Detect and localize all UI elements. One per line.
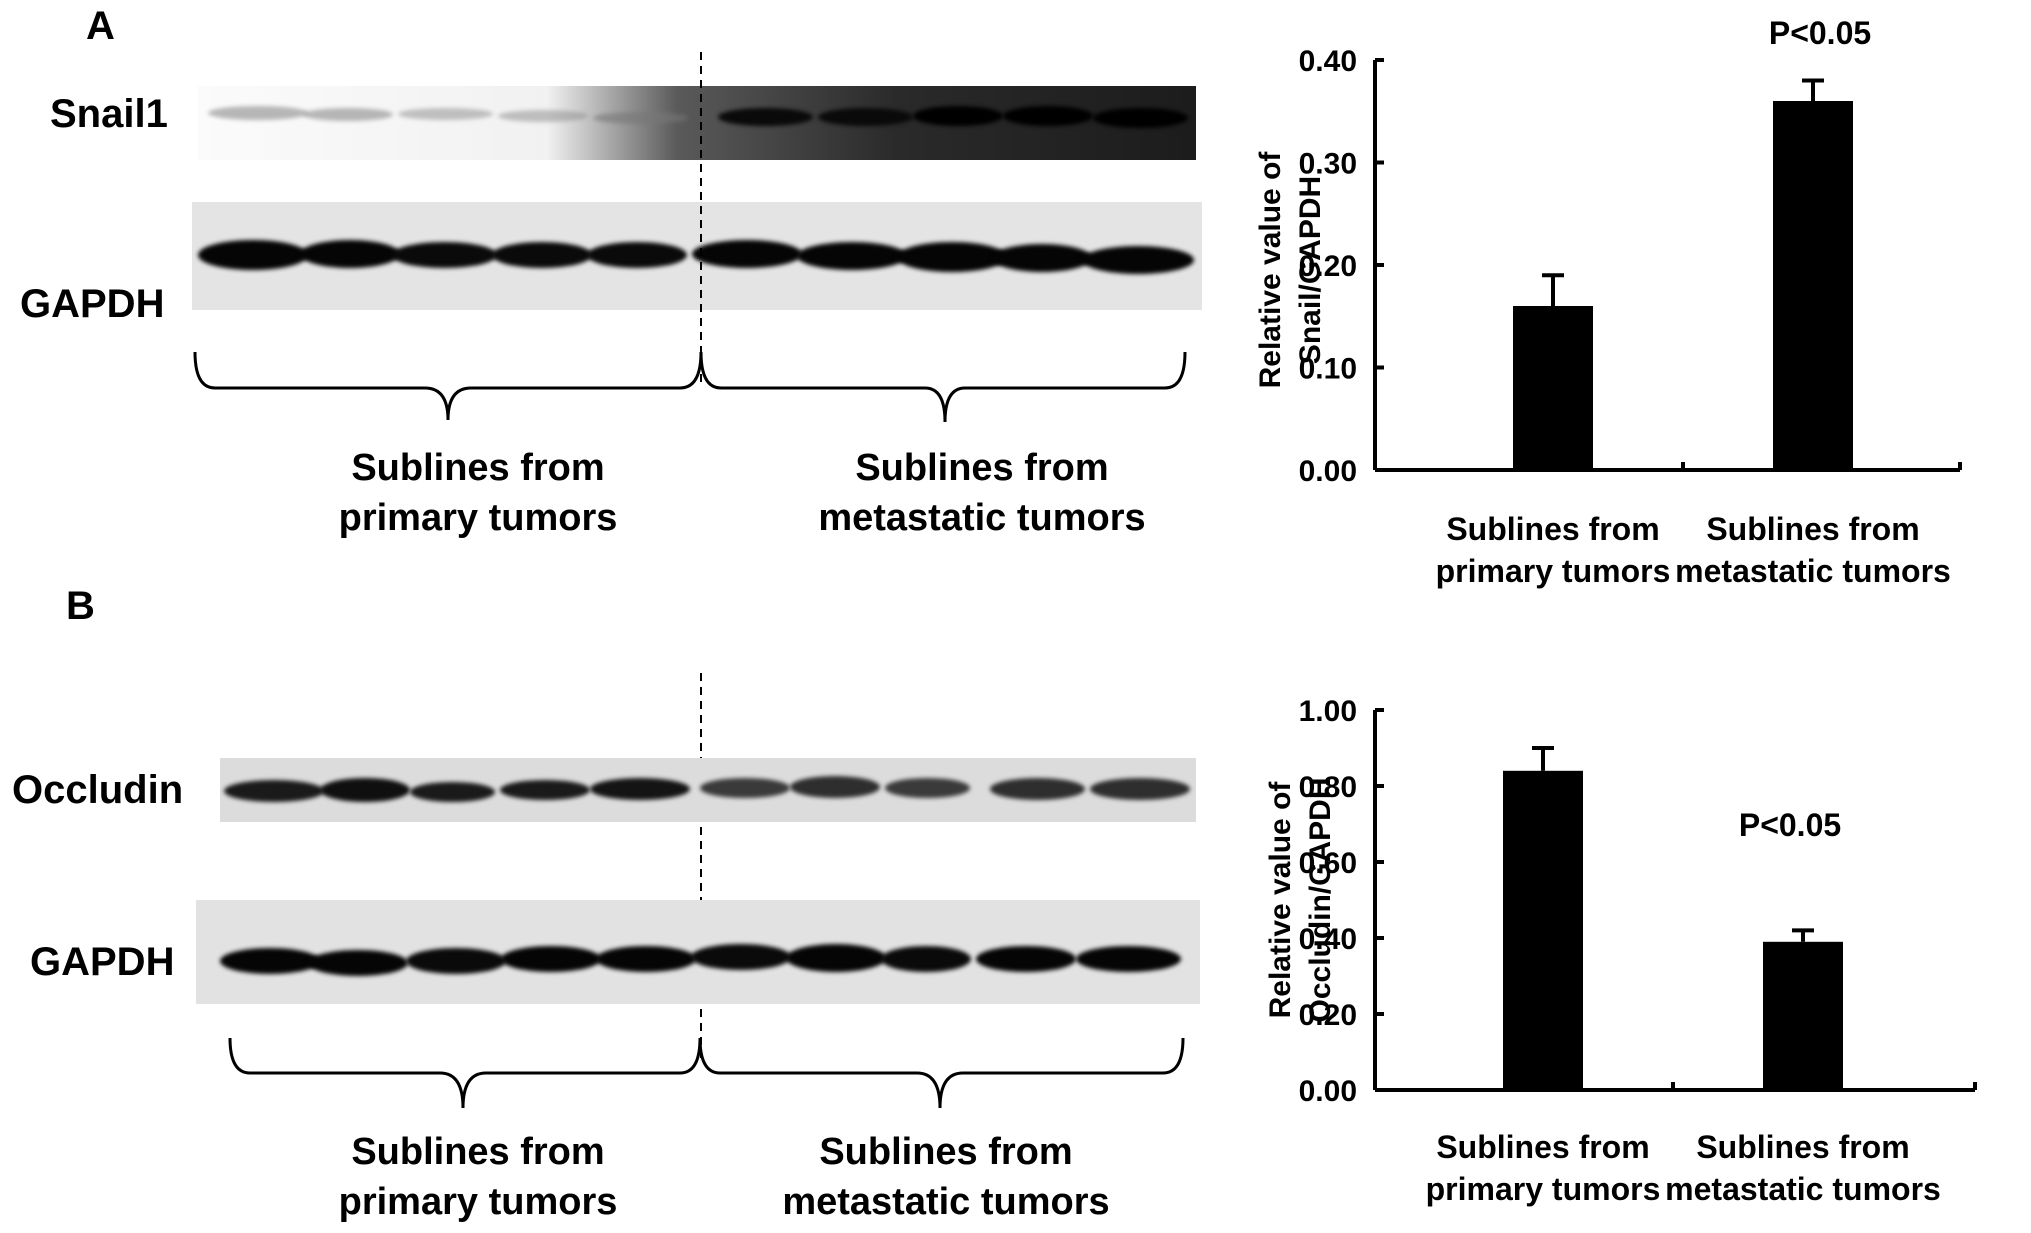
gapdh-band bbox=[881, 946, 971, 972]
gapdh-blot-strip-a bbox=[192, 202, 1202, 310]
gapdh-band bbox=[992, 244, 1092, 272]
x-category-label: Sublines from metastatic tumors bbox=[1675, 511, 1951, 589]
snail1-band bbox=[1093, 108, 1188, 128]
y-axis-label: Relative value of Occludin/GAPDH bbox=[1264, 777, 1337, 1022]
occludin-band bbox=[320, 778, 410, 802]
y-tick-label: 0.80 bbox=[1299, 771, 1357, 804]
gapdh-band bbox=[198, 240, 308, 270]
gapdh-band bbox=[897, 242, 1007, 272]
y-tick-label: 0.20 bbox=[1299, 999, 1357, 1032]
gapdh-band bbox=[596, 946, 696, 972]
gapdh-band bbox=[786, 944, 886, 972]
occludin-band bbox=[590, 778, 690, 800]
group-label-primary-a: Sublines from primary tumors bbox=[338, 447, 618, 539]
y-tick-label: 1.00 bbox=[1299, 695, 1357, 728]
gapdh-blot-strip-b bbox=[196, 900, 1200, 1004]
y-axis-label-group: Relative value of Occludin/GAPDH bbox=[1264, 777, 1337, 1022]
gapdh-band bbox=[797, 242, 907, 270]
bracket-primary-b bbox=[228, 1037, 702, 1109]
gapdh-band bbox=[976, 946, 1076, 972]
x-category-label: Sublines from primary tumors bbox=[1436, 511, 1671, 589]
gapdh-band bbox=[691, 944, 791, 970]
snail1-blot-strip bbox=[198, 86, 1196, 160]
occludin-band bbox=[224, 780, 324, 802]
y-tick-label: 0.40 bbox=[1299, 45, 1357, 78]
snail1-band bbox=[398, 108, 493, 120]
bar bbox=[1503, 770, 1583, 1090]
bar bbox=[1763, 941, 1843, 1090]
panel-letter-a: A bbox=[86, 4, 115, 48]
bracket-primary-a bbox=[193, 351, 703, 421]
y-tick-label: 0.00 bbox=[1299, 1075, 1357, 1108]
gapdh-label-b: GAPDH bbox=[30, 940, 175, 984]
snail1-band bbox=[1003, 106, 1093, 126]
bar bbox=[1773, 101, 1853, 470]
occludin-label: Occludin bbox=[12, 768, 184, 812]
y-tick-label: 0.00 bbox=[1299, 455, 1357, 488]
snail1-band bbox=[593, 112, 688, 124]
occludin-band bbox=[700, 778, 790, 798]
gapdh-band bbox=[220, 948, 320, 974]
bracket-metastatic-b bbox=[698, 1037, 1185, 1109]
gapdh-band bbox=[501, 946, 601, 972]
group-label-metastatic-a: Sublines from metastatic tumors bbox=[818, 447, 1146, 539]
occludin-band bbox=[500, 780, 590, 800]
snail1-band bbox=[718, 108, 813, 126]
snail1-band bbox=[913, 106, 1003, 126]
gapdh-band bbox=[492, 242, 592, 268]
gapdh-band bbox=[1076, 946, 1181, 972]
occludin-band bbox=[990, 778, 1085, 800]
p-value-annotation: P<0.05 bbox=[1739, 807, 1841, 843]
group-label-metastatic-b: Sublines from metastatic tumors bbox=[782, 1131, 1110, 1223]
x-category-label: Sublines from metastatic tumors bbox=[1665, 1129, 1941, 1207]
gapdh-band bbox=[1082, 246, 1194, 274]
snail1-band bbox=[818, 108, 913, 126]
gapdh-band bbox=[406, 948, 506, 974]
gapdh-band bbox=[692, 240, 802, 268]
y-tick-label: 0.20 bbox=[1299, 250, 1357, 283]
y-tick-label: 0.40 bbox=[1299, 923, 1357, 956]
bracket-metastatic-a bbox=[699, 351, 1187, 423]
occludin-band bbox=[885, 778, 970, 798]
occludin-band bbox=[1090, 778, 1190, 800]
occludin-band bbox=[410, 782, 495, 802]
y-tick-label: 0.30 bbox=[1299, 148, 1357, 181]
bar bbox=[1513, 306, 1593, 470]
snail1-band bbox=[208, 106, 308, 120]
occludin-blot-strip bbox=[220, 758, 1196, 822]
y-tick-label: 0.60 bbox=[1299, 847, 1357, 880]
y-axis-label: Relative value of Snail/GAPDH bbox=[1254, 151, 1327, 389]
group-label-primary-b: Sublines from primary tumors bbox=[338, 1131, 618, 1223]
gapdh-band bbox=[300, 240, 400, 268]
snail1-band bbox=[303, 108, 393, 121]
gapdh-band bbox=[587, 242, 687, 268]
gapdh-label-a: GAPDH bbox=[20, 282, 165, 326]
y-tick-label: 0.10 bbox=[1299, 353, 1357, 386]
snail1-band bbox=[498, 110, 588, 122]
bar-chart-snail: 0.00 0.10 0.20 0.30 0.40 Sublines from primary… bbox=[1254, 15, 1962, 589]
p-value-annotation: P<0.05 bbox=[1769, 15, 1871, 51]
occludin-band bbox=[790, 776, 880, 798]
panel-letter-b: B bbox=[66, 584, 95, 628]
snail1-label: Snail1 bbox=[50, 92, 168, 136]
bar-chart-occludin: 0.00 0.20 0.40 0.60 0.80 1.00 Sublines from pri… bbox=[1264, 695, 1977, 1207]
gapdh-band bbox=[308, 950, 408, 976]
gapdh-band bbox=[392, 242, 497, 268]
x-category-label: Sublines from primary tumors bbox=[1426, 1129, 1661, 1207]
y-axis-label-group: Relative value of Snail/GAPDH bbox=[1254, 151, 1327, 389]
